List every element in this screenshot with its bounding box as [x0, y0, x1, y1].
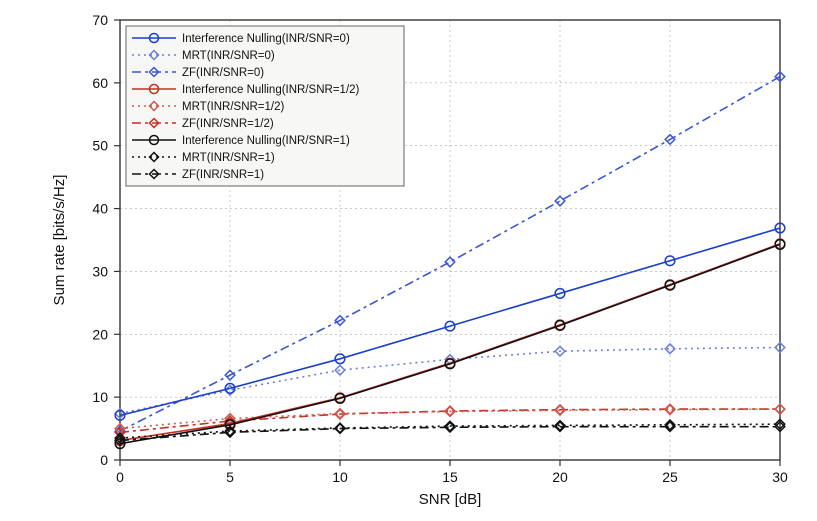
legend-label: ZF(INR/SNR=0): [182, 67, 264, 79]
legend-label: Interference Nulling(INR/SNR=0): [182, 33, 350, 45]
x-tick-label: 5: [226, 469, 234, 485]
y-axis-label: Sum rate [bits/s/Hz]: [51, 175, 68, 306]
y-tick-label: 70: [92, 12, 108, 28]
x-tick-label: 25: [662, 469, 678, 485]
legend-label: ZF(INR/SNR=1): [182, 169, 264, 181]
y-tick-label: 20: [92, 326, 108, 342]
x-axis-label: SNR [dB]: [419, 491, 482, 508]
y-tick-label: 50: [92, 138, 108, 154]
legend-label: Interference Nulling(INR/SNR=1/2): [182, 84, 360, 96]
chart-svg: 0 5 10 15 20 25 30 0 10 20 30 40 50 60 70 SNR [dB] Sum r…: [0, 0, 817, 521]
x-tick-label: 15: [442, 469, 458, 485]
legend-label: MRT(INR/SNR=1/2): [182, 101, 285, 113]
legend-label: MRT(INR/SNR=0): [182, 50, 275, 62]
legend-label: Interference Nulling(INR/SNR=1): [182, 135, 350, 147]
y-tick-label: 60: [92, 75, 108, 91]
x-tick-label: 10: [332, 469, 348, 485]
chart-container: 0 5 10 15 20 25 30 0 10 20 30 40 50 60 70 SNR [dB] Sum r…: [0, 0, 817, 521]
x-tick-label: 30: [772, 469, 788, 485]
x-tick-label: 0: [116, 469, 124, 485]
y-tick-label: 40: [92, 201, 108, 217]
legend-label: ZF(INR/SNR=1/2): [182, 118, 274, 130]
y-tick-label: 10: [92, 389, 108, 405]
x-tick-label: 20: [552, 469, 568, 485]
y-tick-label: 30: [92, 263, 108, 279]
legend-label: MRT(INR/SNR=1): [182, 152, 275, 164]
y-tick-label: 0: [100, 452, 108, 468]
